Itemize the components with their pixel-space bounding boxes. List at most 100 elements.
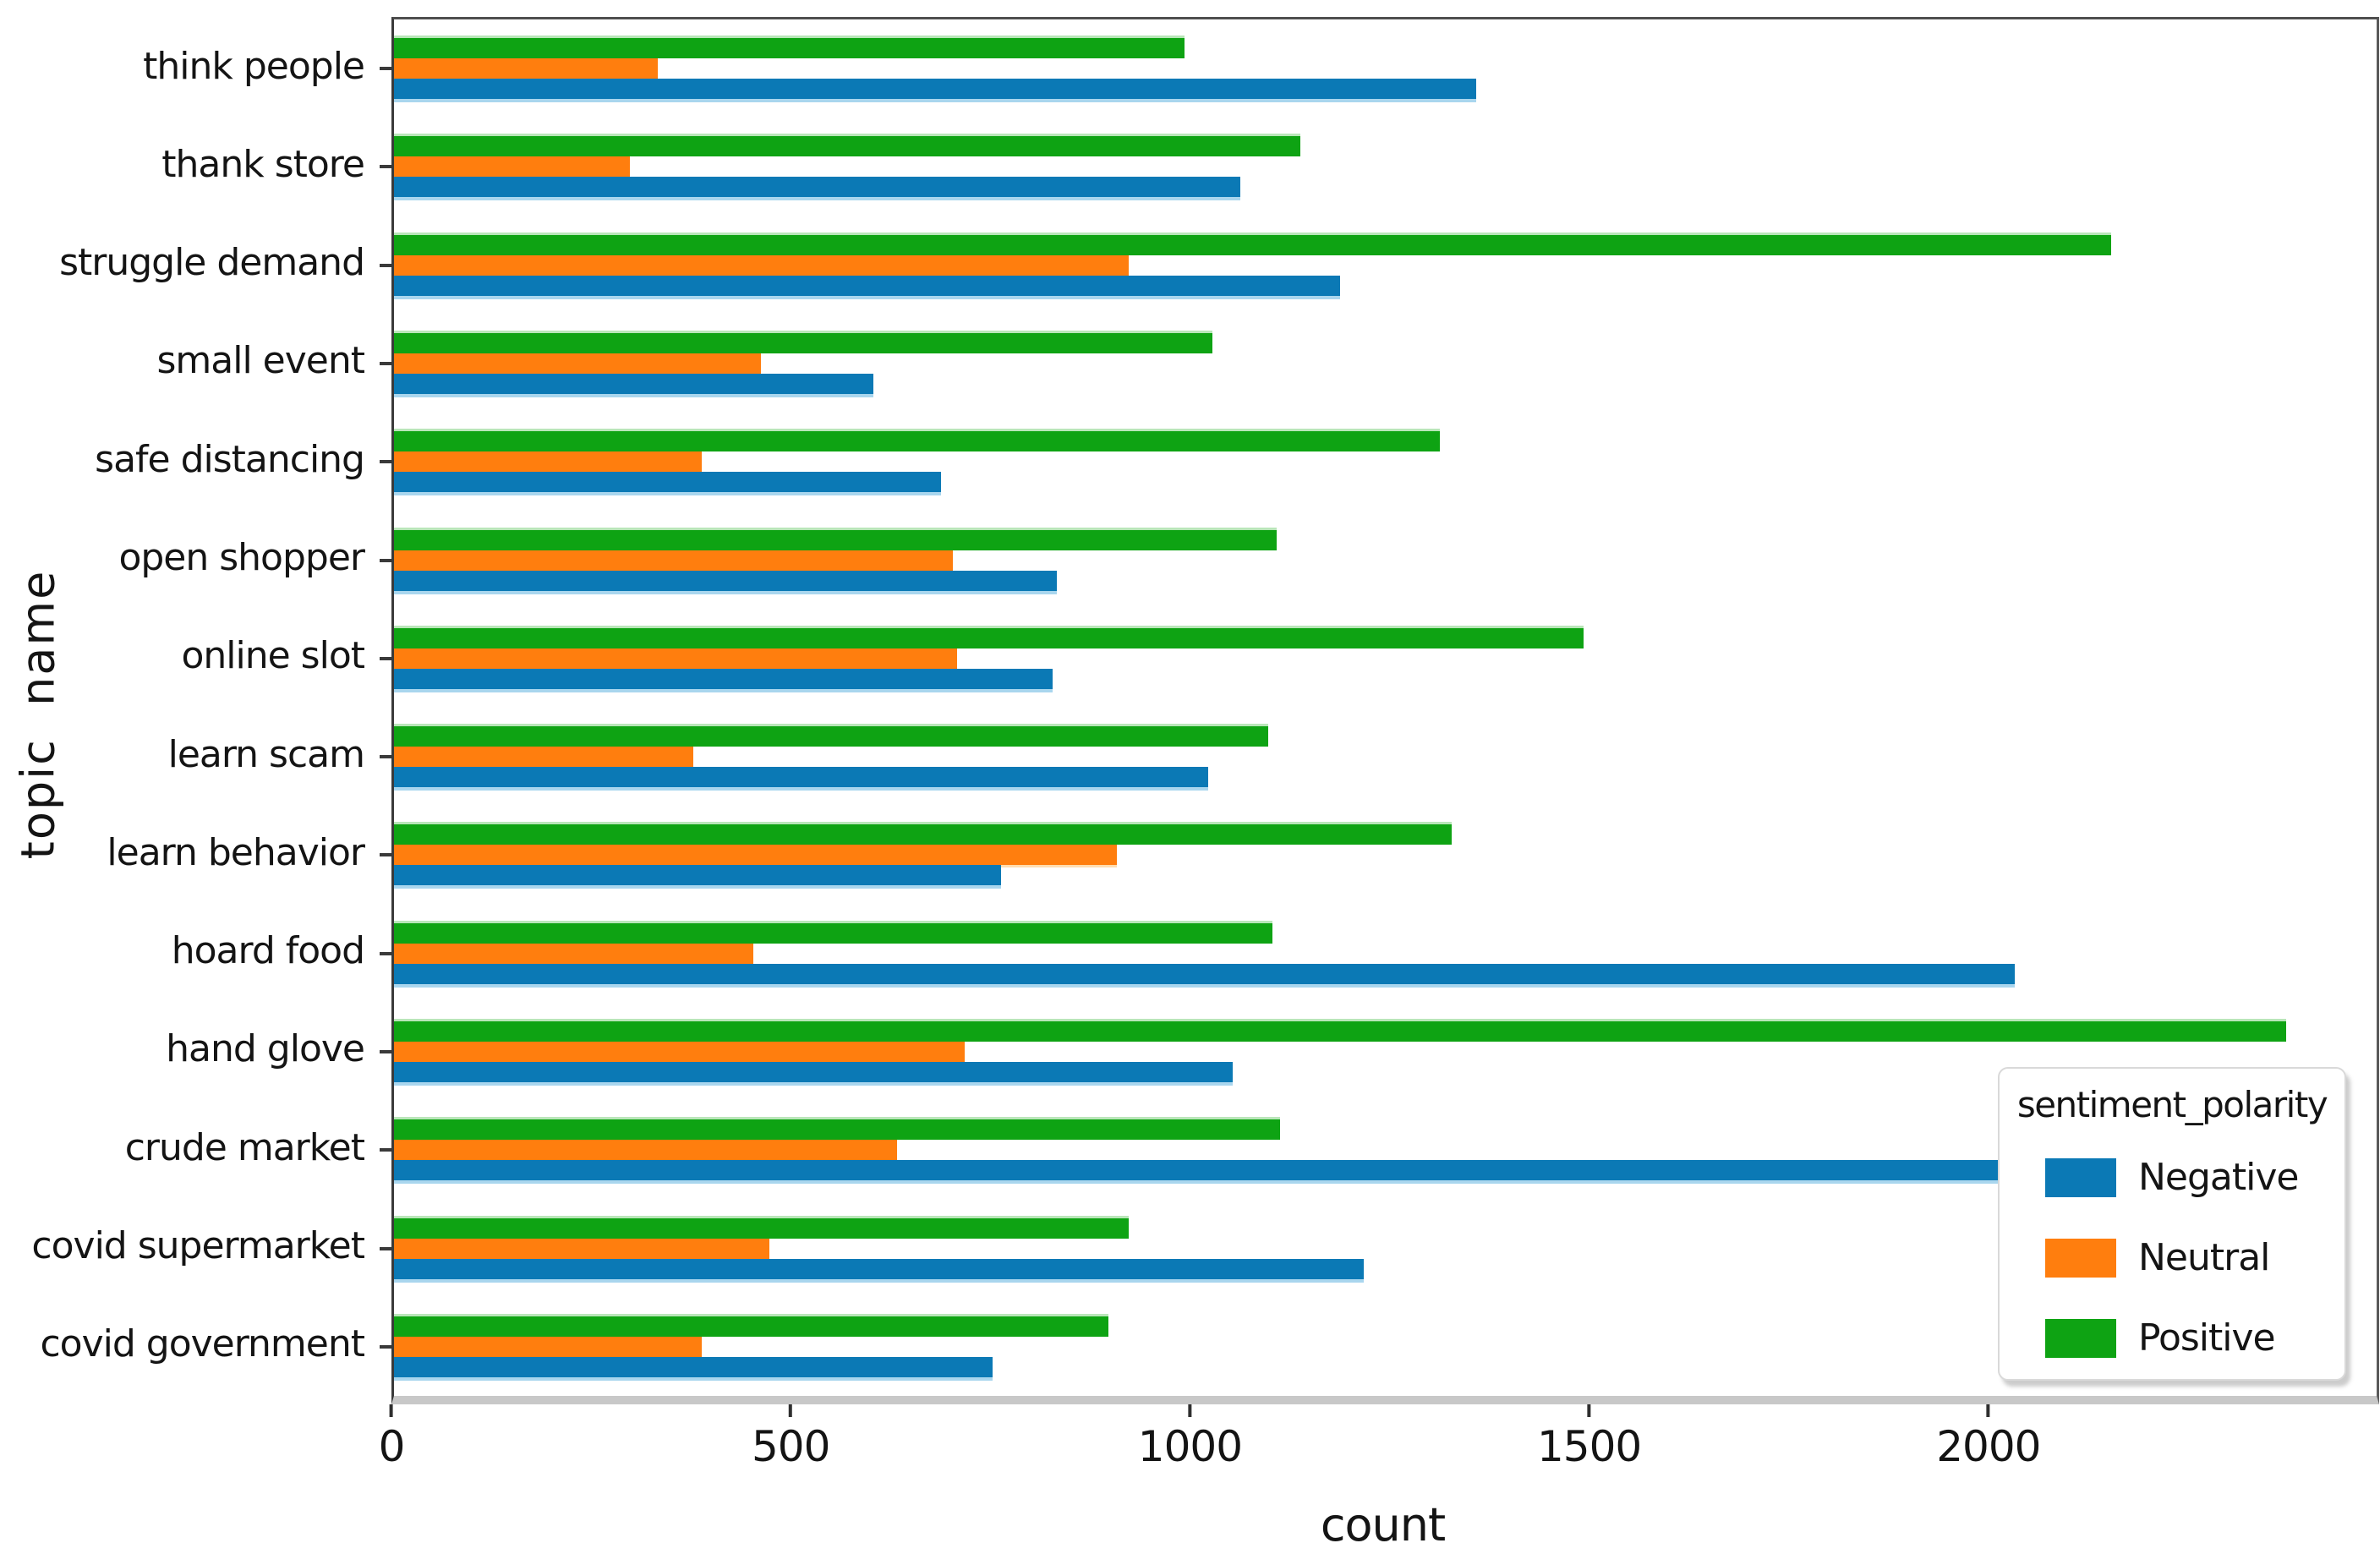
bar-negative <box>394 767 1209 788</box>
category-label: learn scam <box>167 732 365 776</box>
bar-positive <box>394 38 1185 59</box>
bar-neutral <box>394 1041 966 1062</box>
y-axis-tick-mark <box>380 361 391 365</box>
bar-neutral <box>394 156 630 178</box>
y-axis-label: topic name <box>11 569 65 860</box>
bar-negative <box>394 963 2016 984</box>
x-axis-tick-label: 1500 <box>1537 1422 1642 1471</box>
bar-positive <box>394 824 1453 845</box>
legend-swatch-negative <box>2045 1157 2116 1197</box>
bar-neutral <box>394 1140 897 1161</box>
bar-neutral <box>394 58 658 79</box>
x-axis-tick: 1000 <box>1138 1404 1243 1471</box>
category-row <box>380 315 2377 413</box>
category-row <box>380 1298 2377 1396</box>
bar-positive <box>394 627 1584 648</box>
bar-negative <box>394 1160 2000 1181</box>
category-label: thank store <box>161 142 365 186</box>
category-row <box>380 413 2377 511</box>
bar-positive <box>394 1218 1129 1239</box>
category-row <box>380 610 2377 708</box>
category-label: covid government <box>40 1322 365 1366</box>
x-axis-tick-mark <box>1188 1404 1192 1417</box>
bar-positive <box>394 1316 1109 1337</box>
bar-positive <box>394 234 2111 255</box>
bar-neutral <box>394 1238 769 1259</box>
category-label: safe distancing <box>95 437 365 481</box>
y-axis-tick-mark <box>380 67 391 71</box>
bar-negative <box>394 1061 1233 1082</box>
bar-positive <box>394 1119 1281 1141</box>
y-axis-tick-mark <box>380 755 391 759</box>
x-axis-tick-label: 0 <box>378 1422 406 1471</box>
category-row <box>380 511 2377 609</box>
y-axis-tick-mark <box>380 263 391 267</box>
x-axis-tick-label: 500 <box>751 1422 830 1471</box>
bar-neutral <box>394 747 694 768</box>
legend-title: sentiment_polarity <box>2016 1084 2328 1125</box>
category-label: small event <box>156 339 365 383</box>
legend-entry-neutral: Neutral <box>2045 1236 2344 1279</box>
bar-neutral <box>394 648 957 669</box>
category-label: open shopper <box>118 536 365 580</box>
bar-positive <box>394 529 1277 550</box>
bar-negative <box>394 275 1341 296</box>
y-axis-tick-mark <box>380 1344 391 1349</box>
category-row <box>380 216 2377 315</box>
x-axis-tick: 0 <box>379 1404 405 1471</box>
bar-neutral <box>394 550 954 571</box>
x-axis-tick-mark <box>1986 1404 1990 1417</box>
bar-negative <box>394 373 873 394</box>
category-label: think people <box>143 44 365 88</box>
y-axis-tick-mark <box>380 1049 391 1053</box>
y-axis-category-labels: think people thank store struggle demand sm… <box>0 17 378 1393</box>
x-axis-label: count <box>1320 1498 1446 1551</box>
bar-negative <box>394 1258 1365 1279</box>
x-axis-tick-mark <box>390 1404 393 1417</box>
bar-negative <box>394 865 1001 886</box>
y-axis-tick-mark <box>380 951 391 955</box>
category-row <box>380 806 2377 904</box>
bar-positive <box>394 136 1300 157</box>
x-axis-tick: 1500 <box>1537 1404 1642 1471</box>
y-axis-tick-mark <box>380 558 391 562</box>
bar-positive <box>394 1021 2287 1042</box>
legend-entries: Negative Neutral Positive <box>2045 1156 2344 1360</box>
x-axis-tick: 500 <box>751 1404 830 1471</box>
category-row <box>380 1101 2377 1199</box>
category-label: learn behavior <box>107 830 365 874</box>
legend-entry-negative: Negative <box>2045 1156 2344 1199</box>
legend-entry-positive: Positive <box>2045 1316 2344 1360</box>
legend-swatch-positive <box>2045 1318 2116 1358</box>
bar-neutral <box>394 943 753 964</box>
legend-label-negative: Negative <box>2138 1156 2299 1199</box>
y-axis-tick-mark <box>380 1148 391 1152</box>
bar-positive <box>394 431 1441 452</box>
y-axis-tick-mark <box>380 656 391 660</box>
x-axis: 0 500 1000 1500 2000 <box>379 1404 2374 1489</box>
bar-neutral <box>394 845 1117 866</box>
bar-neutral <box>394 1336 702 1357</box>
bar-neutral <box>394 254 1129 276</box>
bar-negative <box>394 472 941 493</box>
legend-label-neutral: Neutral <box>2138 1236 2270 1279</box>
legend: sentiment_polarity Negative Neutral Positi… <box>1998 1067 2346 1381</box>
bar-positive <box>394 332 1213 353</box>
category-label: covid supermarket <box>31 1224 365 1268</box>
bar-negative <box>394 668 1053 689</box>
bar-positive <box>394 922 1272 944</box>
category-row <box>380 1199 2377 1297</box>
category-row <box>380 905 2377 1003</box>
y-axis-tick-mark <box>380 853 391 857</box>
bar-negative <box>394 570 1057 591</box>
x-axis-tick: 2000 <box>1936 1404 2041 1471</box>
category-label: crude market <box>124 1125 365 1169</box>
bar-negative <box>394 177 1241 198</box>
legend-label-positive: Positive <box>2138 1316 2276 1360</box>
category-row <box>380 118 2377 216</box>
category-label: hoard food <box>171 929 365 973</box>
x-axis-tick-mark <box>1587 1404 1591 1417</box>
category-row <box>380 19 2377 118</box>
x-axis-tick-label: 2000 <box>1936 1422 2041 1471</box>
